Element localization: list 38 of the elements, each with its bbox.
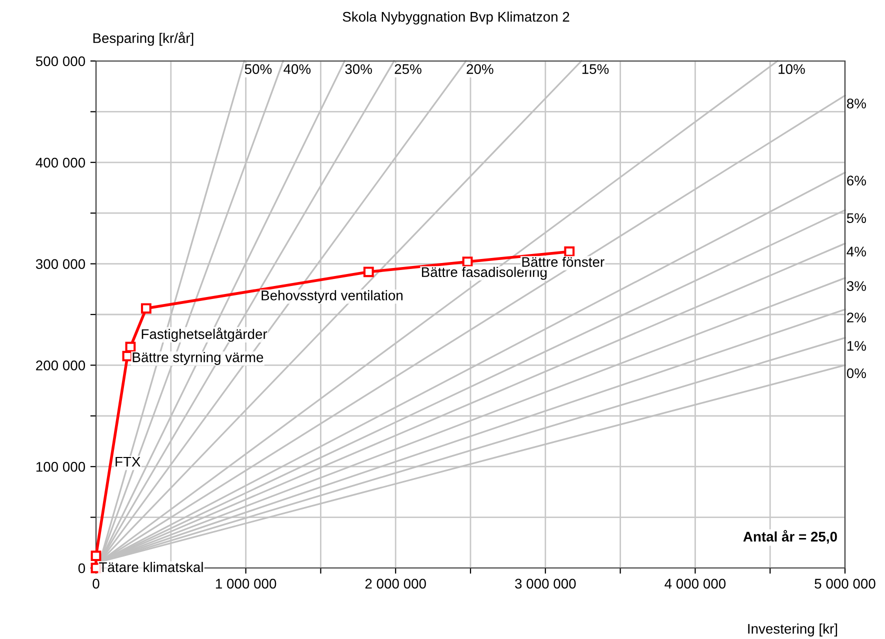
- y-tick-label: 200 000: [36, 360, 86, 370]
- annotation: Antal år = 25,0: [743, 530, 837, 544]
- series-label: 50%: [244, 64, 272, 74]
- x-tick-label: 2 000 000: [365, 578, 426, 589]
- series-label: 2%: [847, 312, 866, 322]
- series-label: 6%: [847, 176, 866, 186]
- series-label: 20%: [466, 64, 494, 74]
- x-tick-label: 3 000 000: [515, 578, 576, 589]
- y-axis-title: Besparing [kr/år]: [93, 32, 194, 46]
- series-label: 5%: [846, 213, 866, 224]
- series-label: 40%: [284, 64, 311, 74]
- x-tick-label: 0: [92, 578, 100, 589]
- annotation: Behovsstyrd ventilation: [262, 290, 402, 304]
- annotation: Tätare klimatskal: [99, 562, 203, 572]
- series-label: 15%: [582, 64, 609, 74]
- annotation: Fastighetselåtgärder: [142, 328, 268, 342]
- y-tick-label: 400 000: [36, 158, 86, 168]
- series-label: 8%: [846, 98, 866, 108]
- y-tick-label: 500 000: [36, 56, 86, 66]
- series-label: 1%: [847, 341, 866, 351]
- y-tick-label: 300 000: [36, 259, 86, 269]
- x-tick-label: 4 000 000: [664, 578, 726, 589]
- series-label: 10%: [778, 64, 805, 74]
- annotation: Bättre styrning värme: [132, 352, 264, 365]
- y-tick-label: 100 000: [36, 462, 86, 472]
- series-label: 3%: [846, 281, 866, 291]
- annotation: Bättre fasadisolering: [422, 266, 547, 280]
- annotation: FTX: [116, 456, 140, 467]
- series-label: 0%: [846, 368, 866, 378]
- x-axis-title: Investering [kr]: [748, 624, 838, 636]
- x-tick-label: 5 000 000: [814, 578, 876, 589]
- series-label: 30%: [345, 64, 372, 74]
- series-label: 4%: [846, 246, 866, 256]
- series-label: 25%: [394, 64, 422, 74]
- chart-title: Skola Nybyggnation Bvp Klimatzon 2: [342, 12, 570, 24]
- annotation: Bättre fönster: [522, 256, 604, 267]
- y-tick-label: 0: [78, 563, 86, 574]
- x-tick-label: 1 000 000: [216, 578, 276, 589]
